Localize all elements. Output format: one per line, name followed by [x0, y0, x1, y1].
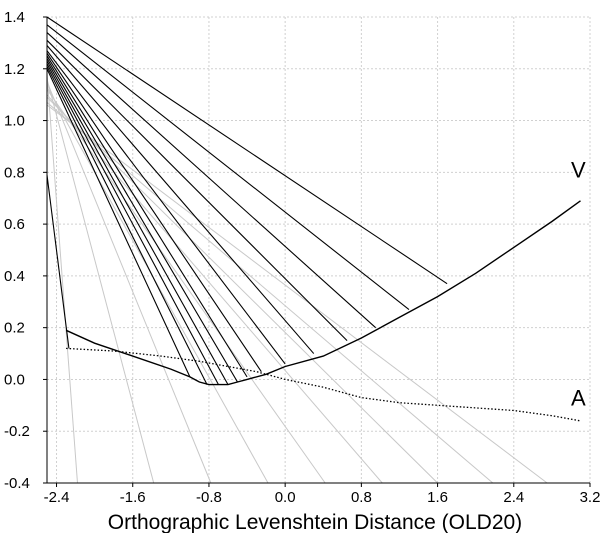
gray-ray: [46, 102, 494, 484]
curve-labels: VA: [571, 158, 586, 411]
black-ray: [46, 58, 239, 383]
x-tick-label: 3.2: [580, 489, 601, 506]
gray-ray: [46, 96, 438, 484]
black-ray: [46, 65, 208, 385]
y-tick-label: 0.4: [4, 268, 25, 285]
y-tick-label: -0.2: [4, 423, 30, 440]
y-tick-label: 0.8: [4, 164, 25, 181]
x-tick-label: -0.8: [196, 489, 222, 506]
black-ray: [46, 55, 248, 378]
y-tick-label: 0.2: [4, 320, 25, 337]
x-axis-title: Orthographic Levenshtein Distance (OLD20…: [108, 511, 522, 533]
y-tick-label: 1.4: [4, 9, 25, 26]
black-ray: [46, 39, 348, 341]
y-tick-label: 1.2: [4, 61, 25, 78]
x-tick-label: 2.4: [503, 489, 524, 506]
x-tick-label: -2.4: [44, 489, 70, 506]
black-ray: [46, 16, 448, 285]
gray-ray: [46, 89, 326, 484]
gray-ray: [46, 104, 548, 484]
black-rays: [46, 16, 448, 385]
x-tick-label: 1.6: [427, 489, 448, 506]
gray-ray: [46, 94, 383, 484]
x-tick-label: 0.0: [275, 489, 296, 506]
black-ray: [46, 52, 262, 372]
black-ray: [46, 174, 70, 349]
x-tick-label: -1.6: [120, 489, 146, 506]
black-ray: [46, 63, 219, 385]
y-tick-labels: -0.4 -0.2 0.0 0.2 0.4 0.6 0.8 1.0 1.2 1.4: [4, 9, 30, 492]
y-tick-label: 1.0: [4, 113, 25, 130]
series-line-v: [65, 200, 581, 386]
black-ray: [46, 68, 191, 378]
gray-ray: [46, 79, 155, 484]
x-tick-labels: -2.4 -1.6 -0.8 0.0 0.8 1.6 2.4 3.2: [44, 489, 601, 506]
gray-rays: [46, 73, 548, 484]
black-ray: [46, 50, 286, 365]
grid-lines: [47, 16, 591, 484]
black-ray: [46, 45, 315, 354]
curve-label-v: V: [571, 158, 586, 183]
black-ray: [46, 24, 410, 310]
y-tick-label: -0.4: [4, 475, 30, 492]
black-ray: [46, 32, 377, 329]
black-ray: [46, 60, 229, 385]
y-tick-label: 0.0: [4, 371, 25, 388]
gray-ray: [46, 73, 78, 484]
y-tick-label: 0.6: [4, 216, 25, 233]
series-lines: [65, 200, 581, 422]
x-tick-label: 0.8: [351, 489, 372, 506]
curve-label-a: A: [571, 385, 586, 410]
gray-ray: [46, 81, 212, 484]
axes: [43, 16, 591, 487]
